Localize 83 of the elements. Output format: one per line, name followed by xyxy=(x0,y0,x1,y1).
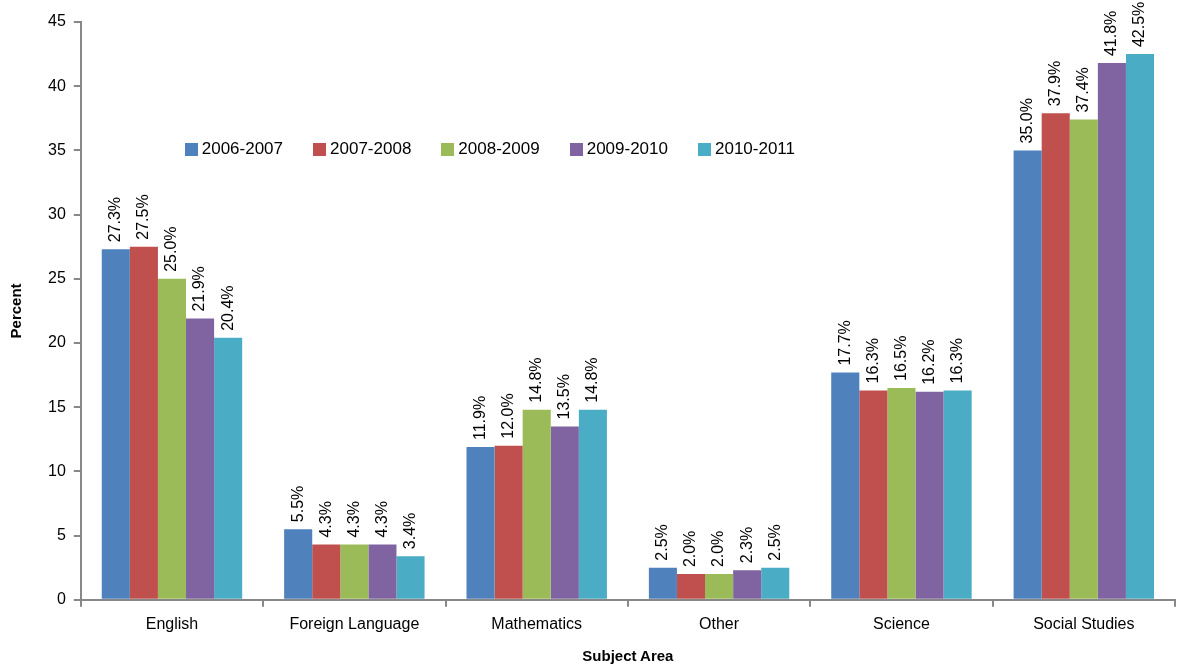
y-tick-label: 30 xyxy=(48,205,66,223)
data-label: 35.0% xyxy=(1018,98,1036,144)
x-tick-label: English xyxy=(145,614,199,632)
y-tick-label: 5 xyxy=(56,526,66,544)
y-axis-title: Percent xyxy=(7,283,25,339)
bar xyxy=(550,426,579,599)
data-label: 27.5% xyxy=(134,194,152,240)
data-label: 20.4% xyxy=(218,285,236,331)
data-label: 2.0% xyxy=(709,530,727,568)
data-label: 42.5% xyxy=(1130,1,1148,48)
bar xyxy=(705,574,734,599)
bar xyxy=(312,544,341,599)
data-label: 2.0% xyxy=(681,530,699,568)
legend-label: 2007-2008 xyxy=(330,139,412,160)
x-axis-title: Subject Area xyxy=(582,647,675,665)
legend-label: 2006-2007 xyxy=(201,139,284,160)
bar xyxy=(733,570,762,599)
x-tick-label: Mathematics xyxy=(491,614,583,632)
bar xyxy=(214,337,243,599)
y-tick-label: 20 xyxy=(48,333,66,351)
data-label: 21.9% xyxy=(190,266,208,312)
bar xyxy=(859,390,888,599)
data-label: 16.3% xyxy=(948,338,966,384)
data-label: 16.2% xyxy=(919,339,937,385)
data-label: 2.5% xyxy=(765,524,783,561)
bar xyxy=(157,278,187,599)
bar xyxy=(648,567,677,599)
data-label: 17.7% xyxy=(835,320,853,366)
y-tick-label: 10 xyxy=(48,461,66,479)
data-label: 5.5% xyxy=(288,485,306,523)
data-label: 3.4% xyxy=(400,512,418,550)
bar xyxy=(1041,113,1070,599)
bar xyxy=(943,390,972,599)
bar xyxy=(129,246,158,599)
x-tick-label: Other xyxy=(699,614,740,632)
bar xyxy=(368,544,397,599)
y-tick-label: 45 xyxy=(48,12,66,30)
data-label: 13.5% xyxy=(555,374,573,420)
legend-label: 2008-2009 xyxy=(458,139,540,160)
data-label: 2.3% xyxy=(737,526,755,564)
data-label: 41.8% xyxy=(1102,10,1120,57)
data-label: 14.8% xyxy=(583,357,601,403)
data-label: 16.5% xyxy=(891,335,909,381)
bar xyxy=(101,249,130,599)
data-label: 4.3% xyxy=(372,501,390,538)
data-label: 4.3% xyxy=(344,501,362,538)
data-label: 2.5% xyxy=(653,524,671,561)
data-label: 27.3% xyxy=(106,196,124,243)
bar xyxy=(284,529,313,599)
data-label: 37.4% xyxy=(1074,67,1092,113)
data-label: 4.3% xyxy=(316,501,334,538)
data-label: 12.0% xyxy=(499,393,517,439)
bar xyxy=(761,567,790,599)
x-tick-label: Science xyxy=(872,614,931,632)
y-tick-label: 35 xyxy=(48,140,66,158)
y-tick-label: 40 xyxy=(48,76,66,94)
data-label: 25.0% xyxy=(162,226,180,272)
x-tick-label: Social Studies xyxy=(1033,614,1135,632)
bar xyxy=(915,391,944,599)
bar xyxy=(1069,119,1098,599)
y-tick-label: 25 xyxy=(48,269,66,287)
bar xyxy=(1097,63,1126,599)
x-tick-label: Foreign Language xyxy=(289,614,420,632)
bar xyxy=(186,318,215,599)
bar xyxy=(466,447,495,599)
bar xyxy=(340,544,369,599)
data-label: 11.9% xyxy=(470,395,488,440)
data-label: 14.8% xyxy=(527,357,545,403)
y-tick-label: 15 xyxy=(48,397,66,415)
data-label: 37.9% xyxy=(1046,60,1064,107)
data-label: 16.3% xyxy=(863,338,881,384)
y-tick-label: 0 xyxy=(56,590,66,608)
bar xyxy=(494,445,523,599)
bar xyxy=(676,574,706,599)
bar xyxy=(522,409,551,599)
legend-label: 2009-2010 xyxy=(586,139,668,160)
bar xyxy=(1125,54,1155,599)
legend-label: 2010-2011 xyxy=(714,139,796,160)
bar xyxy=(887,387,916,599)
bar xyxy=(1013,150,1042,599)
bar xyxy=(831,372,860,599)
bar xyxy=(578,409,607,599)
bar xyxy=(396,556,425,599)
